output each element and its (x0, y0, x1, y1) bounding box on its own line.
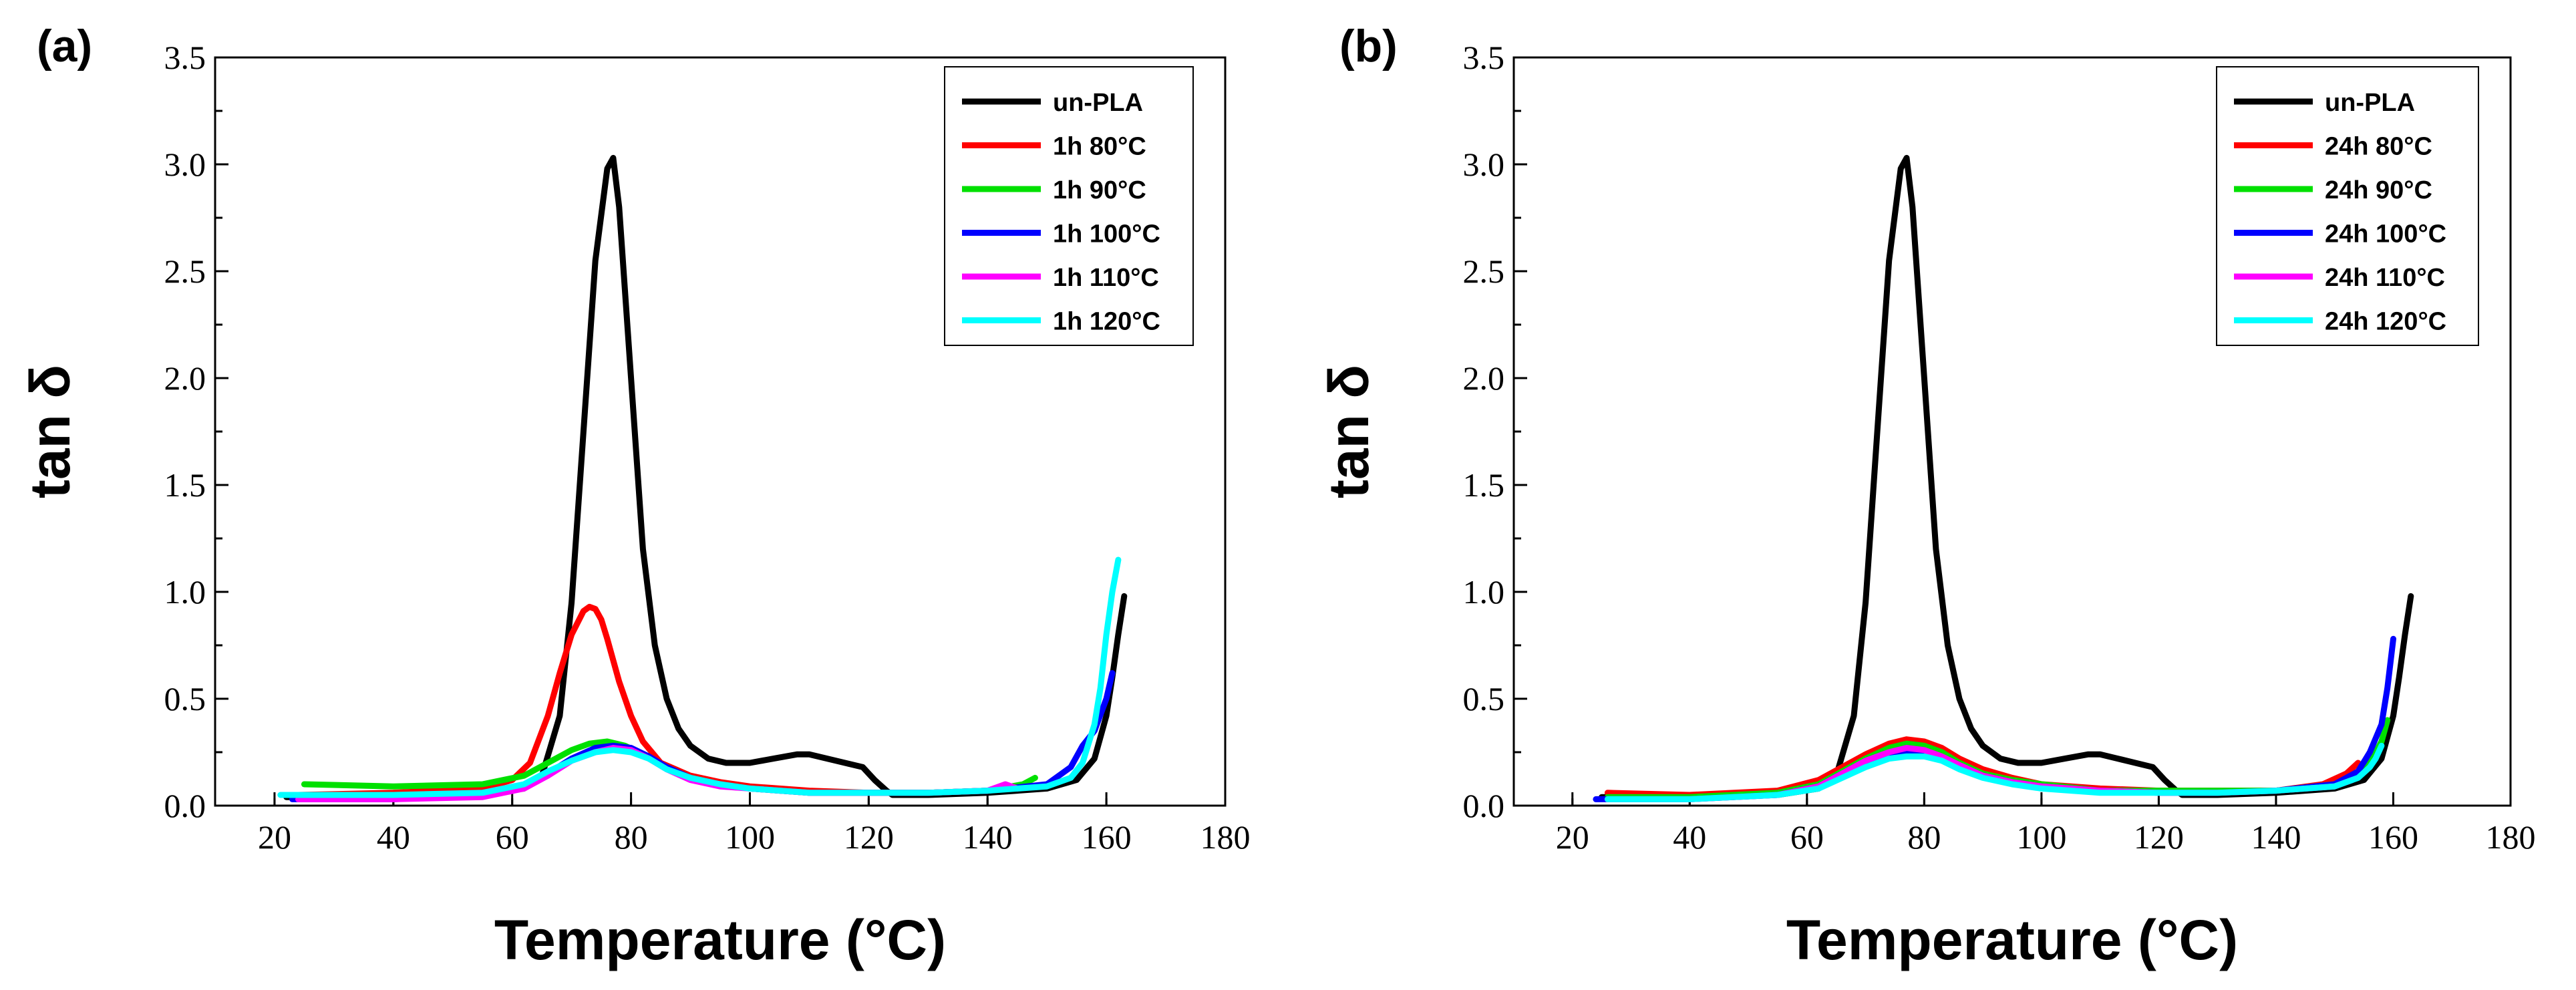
x-tick-label: 100 (2016, 818, 2066, 856)
y-tick-label: 0.5 (1463, 680, 1505, 717)
series-line (1604, 742, 2385, 802)
x-axis-title: Temperature (°C) (1786, 909, 2238, 971)
y-tick-label: 2.5 (1463, 253, 1505, 290)
y-tick-label: 0.0 (1463, 787, 1505, 824)
legend-label: 1h 120°C (1053, 308, 1160, 336)
y-tick-label: 3.5 (164, 39, 206, 76)
legend-box (944, 66, 1194, 346)
panel-label: (a) (37, 21, 92, 71)
legend-label: un-PLA (1053, 89, 1143, 117)
y-tick-label: 1.5 (1463, 466, 1505, 504)
y-axis-title: tan δ (19, 365, 82, 498)
y-tick-label: 2.5 (164, 253, 206, 290)
y-tick-label: 2.0 (164, 359, 206, 397)
legend-label: 24h 100°C (2325, 220, 2446, 249)
x-axis-title: Temperature (°C) (494, 909, 946, 971)
panel-label: (b) (1339, 21, 1398, 71)
x-tick-label: 120 (2134, 818, 2184, 856)
x-tick-label: 120 (844, 818, 894, 856)
x-tick-label: 160 (2368, 818, 2418, 856)
y-tick-label: 0.0 (164, 787, 206, 824)
legend-label: 1h 80°C (1053, 133, 1146, 161)
series-line (277, 556, 1122, 798)
x-tick-label: 60 (496, 818, 529, 856)
x-tick-label: 180 (1200, 818, 1251, 856)
legend-label: 1h 90°C (1053, 176, 1146, 204)
x-tick-label: 80 (615, 818, 648, 856)
y-tick-label: 3.0 (1463, 146, 1505, 183)
x-tick-label: 140 (2251, 818, 2301, 856)
legend-label: 24h 110°C (2325, 264, 2445, 292)
legend-label: 24h 90°C (2325, 176, 2432, 204)
legend-label: 24h 120°C (2325, 308, 2446, 336)
legend-label: 1h 110°C (1053, 264, 1159, 292)
y-tick-label: 1.0 (164, 573, 206, 611)
x-tick-label: 60 (1790, 818, 1824, 856)
x-tick-label: 140 (963, 818, 1013, 856)
y-tick-label: 0.5 (164, 680, 206, 717)
y-tick-label: 2.0 (1463, 359, 1505, 397)
x-tick-label: 20 (1556, 818, 1589, 856)
legend-label: 1h 100°C (1053, 220, 1160, 249)
y-tick-label: 3.0 (164, 146, 206, 183)
x-tick-label: 80 (1907, 818, 1941, 856)
panel-a: 20 40 60 80 100 120 140 160 180 0.0 0.5 1.0 1.5 2.0 2.… (19, 21, 1251, 971)
legend-label: 24h 80°C (2325, 133, 2432, 161)
y-axis-title: tan δ (1317, 365, 1380, 498)
legend-label: un-PLA (2325, 89, 2415, 117)
y-tick-label: 3.5 (1463, 39, 1505, 76)
x-tick-label: 40 (1673, 818, 1706, 856)
y-tick-label: 1.0 (1463, 573, 1505, 611)
panel-b: 20 40 60 80 100 120 140 160 180 0.0 0.5 1.0 1.5 2.0 2.… (1317, 21, 2536, 971)
legend-box (2216, 66, 2479, 346)
y-tick-label: 1.5 (164, 466, 206, 504)
x-tick-label: 180 (2486, 818, 2536, 856)
x-tick-label: 20 (258, 818, 291, 856)
x-tick-label: 100 (725, 818, 775, 856)
x-tick-label: 160 (1082, 818, 1132, 856)
x-tick-label: 40 (377, 818, 410, 856)
